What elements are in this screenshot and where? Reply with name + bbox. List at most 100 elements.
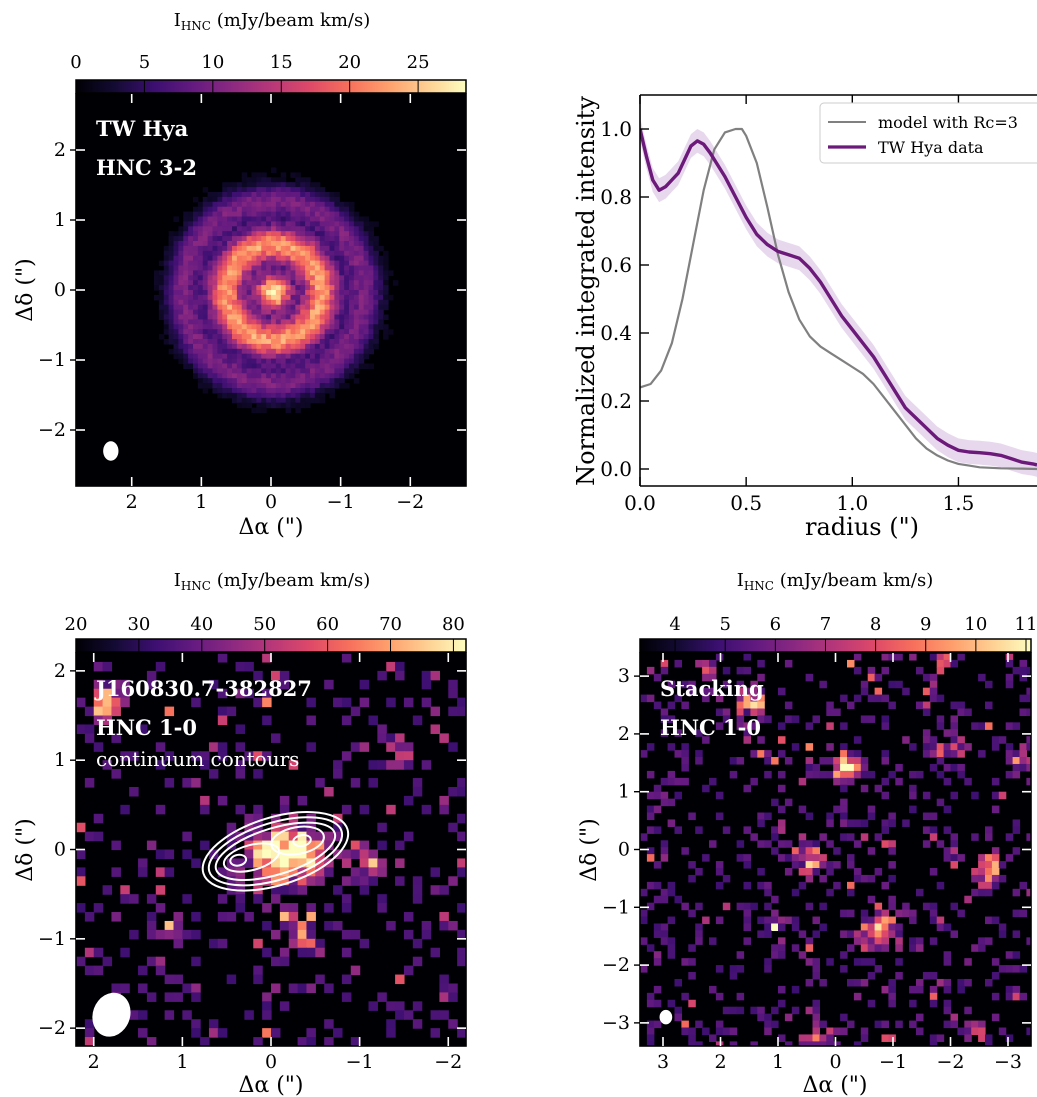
map-pixel: [339, 245, 345, 252]
map-pixel: [936, 978, 945, 987]
map-pixel: [736, 992, 745, 1001]
map-pixel: [329, 231, 335, 237]
map-pixel: [236, 348, 243, 355]
map-pixel: [178, 250, 184, 257]
map-pixel: [943, 743, 952, 751]
map-pixel: [943, 1020, 952, 1029]
map-pixel: [305, 275, 311, 281]
map-pixel: [256, 324, 262, 330]
map-pixel: [241, 196, 248, 203]
map-pixel: [155, 956, 166, 967]
map-pixel: [805, 743, 814, 751]
twhya-colorbar: 0 5 10 15 20 25: [70, 52, 467, 94]
map-pixel: [232, 187, 238, 193]
map-pixel: [261, 177, 267, 183]
map-pixel: [212, 368, 218, 374]
map-pixel: [319, 255, 326, 262]
map-pixel: [353, 211, 360, 218]
map-pixel: [188, 339, 194, 345]
map-pixel: [791, 847, 800, 855]
map-pixel: [957, 763, 965, 772]
map-pixel: [251, 187, 257, 193]
map-pixel: [183, 265, 189, 271]
map-pixel: [271, 378, 277, 384]
map-pixel: [207, 373, 214, 379]
map-pixel: [236, 236, 243, 242]
map-pixel: [860, 916, 869, 925]
map-pixel: [193, 245, 199, 252]
map-pixel: [778, 951, 786, 959]
map-pixel: [660, 777, 669, 786]
map-pixel: [895, 937, 903, 945]
map-pixel: [271, 329, 277, 335]
map-pixel: [653, 791, 662, 800]
map-pixel: [378, 314, 384, 320]
map-pixel: [297, 795, 308, 806]
map-pixel: [300, 329, 306, 335]
map-pixel: [653, 923, 662, 932]
map-pixel: [232, 250, 238, 257]
map-pixel: [324, 299, 331, 306]
map-pixel: [261, 245, 267, 252]
map-pixel: [314, 250, 321, 257]
map-pixel: [164, 974, 175, 985]
map-pixel: [368, 260, 374, 267]
map-pixel: [295, 177, 301, 183]
map-pixel: [310, 241, 316, 247]
map-pixel: [266, 397, 272, 404]
map-pixel: [202, 245, 209, 252]
map-pixel: [232, 236, 238, 242]
map-pixel: [929, 687, 938, 696]
x-tick-label: −1: [346, 1051, 374, 1073]
map-pixel: [207, 334, 214, 340]
map-pixel: [681, 958, 689, 966]
map-pixel: [791, 715, 800, 723]
map-pixel: [812, 1020, 820, 1029]
map-pixel: [319, 280, 326, 286]
map-pixel: [279, 876, 290, 886]
map-pixel: [329, 343, 335, 350]
map-pixel: [93, 688, 104, 699]
map-pixel: [833, 770, 841, 779]
map-pixel: [232, 182, 238, 188]
map-pixel: [227, 304, 233, 311]
map-pixel: [812, 763, 820, 772]
map-pixel: [193, 348, 199, 355]
map-pixel: [246, 177, 253, 183]
map-pixel: [168, 245, 175, 252]
map-pixel: [227, 216, 233, 222]
map-pixel: [344, 260, 350, 267]
map-pixel: [403, 760, 414, 770]
map-pixel: [246, 270, 253, 276]
map-pixel: [275, 358, 282, 365]
map-pixel: [207, 201, 214, 208]
map-pixel: [279, 822, 290, 833]
map-pixel: [412, 715, 423, 726]
map-pixel: [874, 673, 883, 682]
map-pixel: [314, 324, 321, 330]
map-pixel: [985, 874, 993, 883]
map-pixel: [227, 314, 233, 320]
map-pixel: [271, 388, 277, 394]
map-pixel: [305, 285, 311, 291]
map-pixel: [241, 192, 248, 198]
map-pixel: [950, 722, 958, 730]
map-pixel: [246, 211, 253, 218]
map-pixel: [439, 733, 449, 743]
map-pixel: [653, 999, 662, 1008]
map-pixel: [888, 812, 896, 821]
map-pixel: [344, 353, 350, 360]
map-pixel: [300, 211, 306, 218]
map-pixel: [840, 798, 848, 807]
map-pixel: [173, 290, 179, 296]
map-pixel: [222, 196, 228, 203]
map-pixel: [251, 309, 257, 316]
map-pixel: [93, 813, 104, 824]
map-pixel: [457, 858, 466, 868]
map-pixel: [280, 250, 287, 257]
map-pixel: [368, 334, 374, 340]
y-tick-label: −2: [602, 954, 630, 976]
map-pixel: [319, 294, 326, 301]
map-pixel: [188, 280, 194, 286]
map-pixel: [279, 956, 290, 967]
